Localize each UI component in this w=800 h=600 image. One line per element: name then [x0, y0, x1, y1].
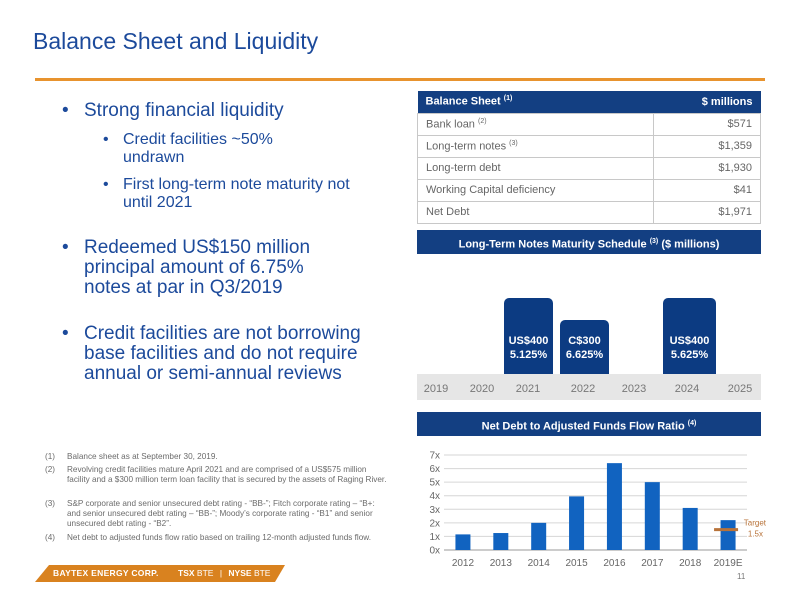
- x-tick-label: 2014: [528, 558, 551, 569]
- table-row: Working Capital deficiency $41: [417, 178, 762, 202]
- maturity-year-label: 2019: [423, 383, 449, 395]
- table-header-label: Balance Sheet (1): [417, 91, 654, 113]
- balance-sheet-table: Balance Sheet (1) $ millions Bank loan (…: [417, 91, 762, 224]
- bullet-redeemed: • Redeemed US$150 million principal amou…: [62, 237, 344, 298]
- bullet-dot: •: [103, 131, 109, 148]
- maturity-year-label: 2023: [621, 383, 647, 395]
- maturity-year-label: 2025: [727, 383, 753, 395]
- x-tick-label: 2016: [603, 558, 626, 569]
- ratio-bar: [644, 482, 660, 550]
- x-tick-label: 2012: [452, 558, 475, 569]
- y-tick-label: 6x: [429, 464, 440, 475]
- ratio-bar: [569, 496, 585, 550]
- table-row: Long-term debt $1,930: [417, 156, 762, 180]
- sub-bullet-undrawn: • Credit facilities ~50% undrawn: [103, 131, 323, 167]
- table-header-row: Balance Sheet (1) $ millions: [417, 91, 761, 113]
- page-number: 11: [737, 572, 746, 581]
- ratio-bar: [606, 463, 622, 550]
- target-value: 1.5x: [748, 530, 763, 539]
- maturity-schedule-header: Long-Term Notes Maturity Schedule (3) ($…: [417, 230, 761, 254]
- ratio-bar: [682, 507, 698, 550]
- bullet-dot: •: [103, 176, 109, 193]
- y-tick-label: 1x: [429, 532, 440, 543]
- maturity-bar-2024: US$400 5.625%: [663, 298, 716, 374]
- maturity-year-label: 2021: [515, 383, 541, 395]
- bullet-credit-facilities: • Credit facilities are not borrowing ba…: [62, 323, 369, 384]
- bullet-dot: •: [62, 323, 69, 344]
- bullet-liquidity: • Strong financial liquidity: [62, 100, 384, 121]
- maturity-year-label: 2024: [674, 383, 700, 395]
- maturity-year-axis: [417, 374, 761, 400]
- y-tick-label: 5x: [429, 478, 440, 489]
- target-label: Target: [744, 519, 767, 528]
- x-tick-label: 2013: [490, 558, 513, 569]
- ratio-bar: [720, 520, 736, 550]
- bullet-dot: •: [62, 237, 69, 258]
- bullet-text: First long-term note maturity not until …: [123, 176, 350, 211]
- x-tick-label: 2019E: [714, 558, 743, 569]
- y-tick-label: 3x: [429, 505, 440, 516]
- y-tick-label: 2x: [429, 518, 440, 529]
- ratio-bar: [493, 533, 509, 550]
- company-name: BAYTEX ENERGY CORP.: [53, 568, 159, 578]
- table-row: Net Debt $1,971: [417, 200, 762, 224]
- sub-bullet-maturity: • First long-term note maturity not unti…: [103, 176, 363, 212]
- ratio-chart-header: Net Debt to Adjusted Funds Flow Ratio (4…: [417, 412, 761, 436]
- y-tick-label: 4x: [429, 491, 440, 502]
- bullet-text: Credit facilities are not borrowing base…: [84, 323, 361, 384]
- ratio-chart: 0x 1x 2x 3x 4x 5x 6x 7x 2012 2013 2014 2015 2016 2017…: [429, 451, 767, 570]
- ratio-bar: [531, 522, 547, 550]
- bullet-dot: •: [62, 100, 69, 121]
- x-tick-label: 2018: [679, 558, 702, 569]
- y-tick-label: 0x: [429, 546, 440, 557]
- x-tick-label: 2015: [565, 558, 588, 569]
- table-header-units: $ millions: [653, 91, 761, 113]
- page-title: Balance Sheet and Liquidity: [33, 28, 319, 54]
- maturity-bar-2021: US$400 5.125%: [504, 298, 553, 374]
- table-row: Long-term notes (3) $1,359: [417, 134, 762, 158]
- maturity-year-label: 2022: [570, 383, 596, 395]
- ratio-bar: [455, 534, 471, 550]
- bullet-text: Credit facilities ~50% undrawn: [123, 131, 273, 166]
- maturity-year-label: 2020: [469, 383, 495, 395]
- ticker-info: TSX BTE | NYSE BTE: [178, 568, 271, 578]
- title-divider: [35, 78, 765, 81]
- bullet-text: Redeemed US$150 million principal amount…: [84, 237, 311, 298]
- y-tick-label: 7x: [429, 451, 440, 462]
- bullet-text: Strong financial liquidity: [84, 100, 284, 121]
- footer-banner: [35, 565, 285, 582]
- x-tick-label: 2017: [641, 558, 664, 569]
- table-row: Bank loan (2) $571: [417, 112, 762, 136]
- maturity-bar-2022: C$300 6.625%: [560, 320, 609, 374]
